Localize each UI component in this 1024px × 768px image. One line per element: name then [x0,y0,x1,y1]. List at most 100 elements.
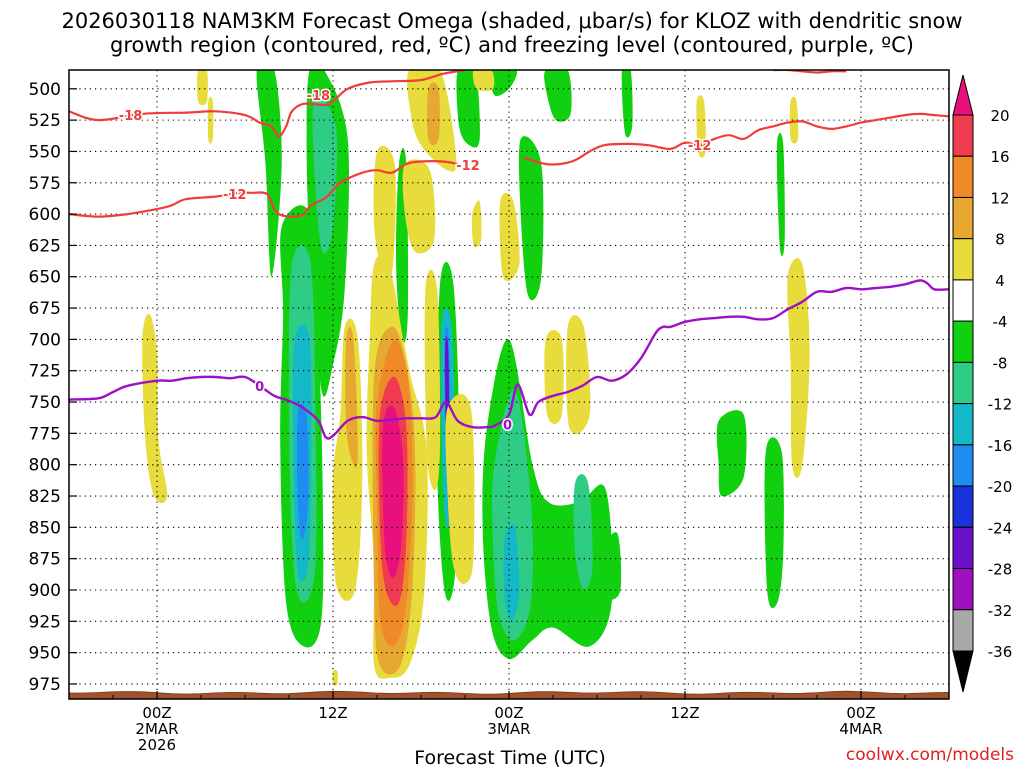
omega-region [491,389,534,641]
omega-shading [142,70,810,686]
omega-region [196,70,208,106]
omega-region [499,192,520,282]
omega-region [345,326,358,469]
y-tick-label: 950 [29,644,61,664]
colorbar-label: 20 [990,107,1009,125]
omega-region [471,200,482,248]
dgz-contour-line [69,160,458,218]
y-tick-label: 850 [29,518,61,538]
credit-text: coolwx.com/models [845,745,1014,765]
y-tick-label: 975 [29,675,61,695]
colorbar-label: 16 [990,148,1009,166]
omega-region [776,133,785,257]
omega-region [602,532,622,600]
x-tick-label: 00Z [846,704,875,722]
colorbar-swatch [952,485,974,528]
omega-region [544,330,564,424]
axes: 500 525 550 575 600 625 650 675 700 725 750 775 800 8… [29,80,950,754]
colorbar-label: -20 [988,478,1013,496]
dgz-label: -12 [456,159,480,174]
colorbar-swatch [952,320,974,363]
colorbar: 20 16 12 8 4 -4 -8 -12 -16 -20 -24 -28 -32 -36 [952,74,1013,693]
dgz-label: -18 [307,89,331,104]
dgz-label: -12 [688,139,712,154]
freezing-level-line [69,279,949,440]
colorbar-label: -32 [988,602,1013,620]
colorbar-swatch [952,444,974,487]
y-tick-label: 775 [29,424,61,444]
x-tick-label: 4MAR [839,720,882,738]
omega-region [503,524,520,622]
colorbar-label: -24 [988,519,1013,537]
colorbar-swatch [952,568,974,611]
colorbar-label: 4 [995,272,1005,290]
y-tick-label: 525 [29,111,61,131]
colorbar-label: -8 [993,354,1008,372]
omega-region [256,70,282,277]
dgz-contour-line [773,70,847,74]
y-tick-label: 800 [29,456,61,476]
colorbar-label: -12 [988,396,1013,414]
colorbar-over-arrow [952,74,974,116]
omega-region [489,70,517,97]
dgz-contour-line [523,112,949,166]
colorbar-swatch [952,238,974,281]
y-tick-label: 900 [29,581,61,601]
colorbar-swatch [952,609,974,652]
colorbar-label: -36 [988,643,1013,661]
y-tick-label: 700 [29,330,61,350]
x-tick-label: 00Z [142,704,171,722]
x-tick-label: 2MAR [135,720,178,738]
freezing-label: 0 [503,419,512,434]
colorbar-swatch [952,114,974,157]
x-tick-label: 2026 [138,736,176,754]
omega-region [566,315,591,435]
omega-region [296,403,309,540]
omega-region [716,410,747,497]
y-tick-label: 725 [29,362,61,382]
colorbar-under-arrow [952,650,974,693]
omega-region [787,258,810,479]
omega-region [382,405,404,578]
omega-region [544,70,572,122]
y-tick-label: 550 [29,142,61,162]
colorbar-label: 12 [990,189,1009,207]
dgz-contour-line [69,70,466,138]
omega-region [427,82,440,146]
colorbar-swatch [952,279,974,322]
omega-region [373,145,396,281]
freezing-label: 0 [255,380,264,395]
colorbar-swatch [952,155,974,198]
colorbar-swatch [952,526,974,570]
x-tick-label: 00Z [494,704,523,722]
y-tick-label: 500 [29,80,61,100]
dgz-label: -12 [223,188,247,203]
y-tick-label: 650 [29,268,61,288]
omega-region [424,269,441,491]
y-tick-label: 600 [29,205,61,225]
y-tick-label: 925 [29,612,61,632]
y-tick-label: 575 [29,174,61,194]
omega-region [445,393,475,585]
colorbar-label: 8 [995,231,1005,249]
omega-region [764,437,784,609]
omega-region [456,70,480,148]
x-axis-label: Forecast Time (UTC) [414,747,605,768]
chart-title-line1: 2026030118 NAM3KM Forecast Omega (shaded… [61,9,963,33]
chart-title-line2: growth region (contoured, red, ºC) and f… [110,33,914,57]
colorbar-label: -28 [988,561,1013,579]
colorbar-label: -4 [993,313,1008,331]
omega-region [402,159,436,254]
y-tick-label: 625 [29,236,61,256]
x-tick-label: 12Z [670,704,699,722]
omega-region [621,70,633,138]
omega-region [789,96,799,144]
y-tick-label: 825 [29,487,61,507]
x-tick-label: 12Z [318,704,347,722]
y-tick-label: 875 [29,550,61,570]
grid-lines [69,70,949,699]
y-tick-label: 750 [29,393,61,413]
colorbar-swatch [952,196,974,240]
omega-region [332,669,338,686]
